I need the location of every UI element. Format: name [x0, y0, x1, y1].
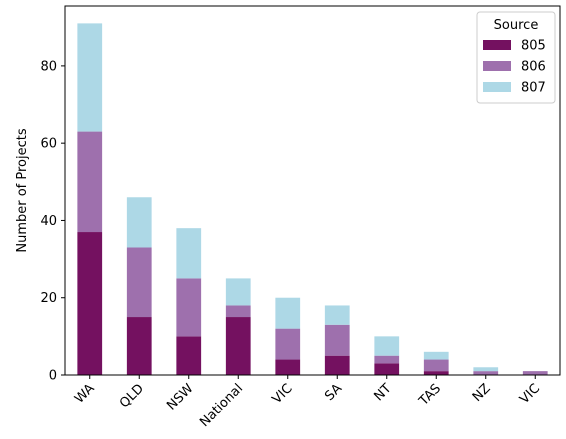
bar-806-3 — [225, 305, 251, 318]
legend-title: Source — [494, 18, 539, 33]
bar-805-6 — [374, 363, 400, 375]
bar-807-2 — [176, 228, 202, 279]
x-tick-label: NSW — [164, 381, 197, 414]
bar-807-1 — [126, 197, 152, 248]
plot-frame — [64, 5, 561, 376]
bar-807-0 — [77, 23, 103, 132]
x-tick-label: VIC — [270, 381, 296, 407]
bar-806-0 — [77, 131, 103, 233]
bar-806-5 — [324, 324, 350, 356]
bar-806-1 — [126, 247, 152, 318]
bar-807-4 — [275, 297, 301, 329]
bar-805-0 — [77, 232, 103, 375]
x-tick-label: TAS — [416, 381, 444, 409]
legend-swatch-806 — [483, 61, 511, 71]
y-tick-label: 0 — [49, 369, 57, 384]
bar-806-4 — [275, 328, 301, 360]
bar-805-5 — [324, 355, 350, 375]
bar-807-8 — [473, 367, 499, 372]
bar-807-5 — [324, 305, 350, 325]
legend-swatch-807 — [483, 82, 511, 92]
x-tick-label: National — [197, 381, 246, 430]
bar-807-7 — [423, 351, 449, 360]
x-tick-label: WA — [72, 381, 98, 407]
bar-805-2 — [176, 336, 202, 375]
x-tick-label: VIC — [517, 381, 543, 407]
bar-806-2 — [176, 278, 202, 337]
bar-805-4 — [275, 359, 301, 375]
x-tick-label: SA — [322, 381, 345, 404]
y-tick-label: 60 — [40, 137, 57, 152]
y-axis: 0 20 40 60 80 — [40, 59, 65, 384]
bar-807-3 — [225, 278, 251, 306]
legend-label-807: 807 — [521, 81, 546, 96]
bar-806-6 — [374, 355, 400, 364]
bar-806-8 — [473, 371, 499, 375]
x-tick-label: NZ — [470, 381, 494, 405]
bar-806-9 — [522, 371, 548, 375]
y-tick-label: 20 — [40, 291, 57, 306]
x-tick-label: QLD — [117, 381, 147, 411]
y-axis-label: Number of Projects — [15, 128, 30, 252]
bars-layer — [77, 23, 548, 375]
bar-806-7 — [423, 359, 449, 372]
y-tick-label: 80 — [40, 59, 57, 74]
x-tick-label: NT — [371, 381, 394, 404]
bar-805-3 — [225, 317, 251, 375]
legend-label-805: 805 — [521, 39, 546, 54]
legend-label-806: 806 — [521, 60, 546, 75]
legend-box — [476, 11, 556, 104]
y-tick-label: 40 — [40, 214, 57, 229]
bar-805-1 — [126, 317, 152, 375]
bar-807-6 — [374, 336, 400, 356]
bar-805-7 — [423, 371, 449, 375]
x-axis: WA QLD NSW National VIC SA NT TAS NZ VIC — [72, 375, 543, 430]
legend-swatch-805 — [483, 40, 511, 50]
legend: Source 805 806 807 — [476, 11, 556, 104]
